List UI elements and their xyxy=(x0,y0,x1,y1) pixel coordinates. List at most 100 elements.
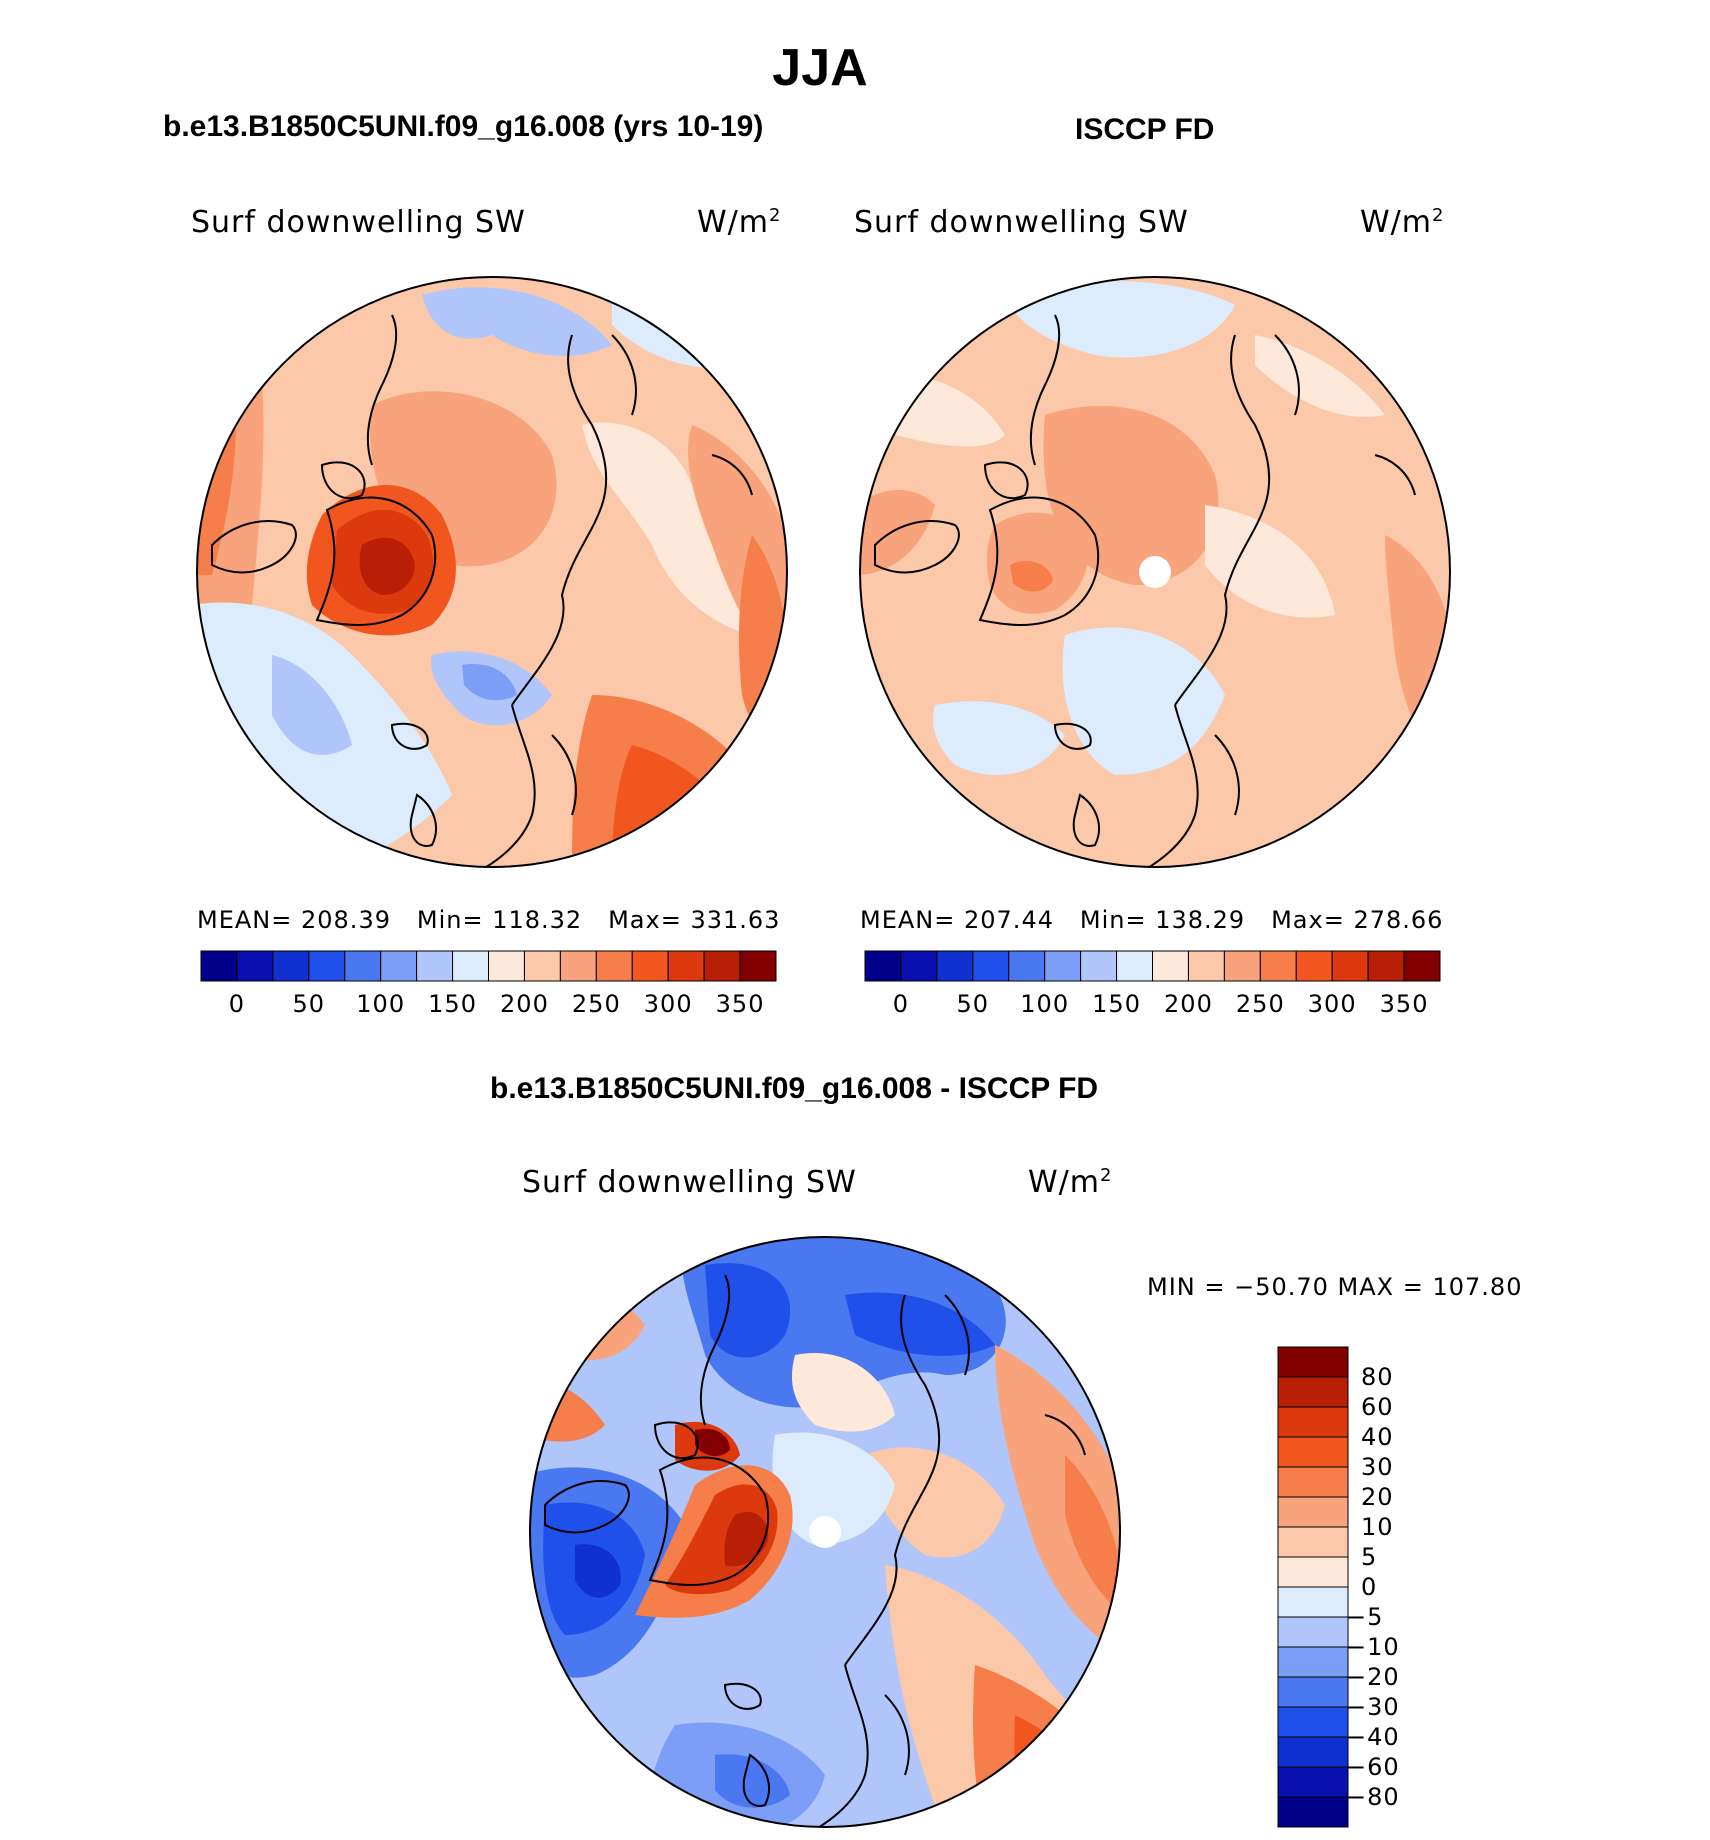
panel-1-colorbar-tick-label: 200 xyxy=(500,990,549,1018)
panel-1-colorbar-swatch xyxy=(595,950,633,982)
panel-1-colorbar-swatch xyxy=(523,950,561,982)
panel-3-colorbar-swatch xyxy=(1277,1346,1349,1378)
panel-1-colorbar-swatch xyxy=(452,950,489,982)
panel-2-stats: MEAN= 207.44 Min= 138.29 Max= 278.66 xyxy=(860,906,1444,934)
panel-1-colorbar-tick-label: 100 xyxy=(356,990,406,1018)
panel-3-colorbar-swatch xyxy=(1277,1496,1349,1528)
panel-3-colorbar-swatch xyxy=(1277,1676,1349,1708)
panel-2-colorbar-labels: 0 50 100 150 200 250 300 350 xyxy=(865,990,1440,1020)
panel-3-colorbar-swatch xyxy=(1277,1646,1349,1678)
panel-3-stats: MIN = −50.70 MAX = 107.80 xyxy=(1147,1273,1523,1301)
panel-1-colorbar-tick-label: 250 xyxy=(571,990,621,1018)
panel-2-map xyxy=(859,276,1451,868)
panel-2-title: ISCCP FD xyxy=(1075,113,1215,146)
panel-1-stats: MEAN= 208.39 Min= 118.32 Max= 331.63 xyxy=(197,906,781,934)
panel-2-colorbar-tick-label: 200 xyxy=(1164,990,1213,1018)
panel-2-colorbar-swatch xyxy=(1116,950,1153,982)
panel-2-units: W/m2 xyxy=(1360,205,1445,240)
panel-1-colorbar-tick-label: 150 xyxy=(428,990,477,1018)
panel-3-colorbar-tick-label: 10 xyxy=(1361,1513,1394,1541)
panel-1-variable: Surf downwelling SW xyxy=(191,205,526,240)
panel-1-colorbar-swatch xyxy=(667,950,705,982)
panel-3-colorbar-tick-label: −40 xyxy=(1346,1723,1400,1751)
panel-1-colorbar-swatch xyxy=(272,950,310,982)
panel-3-colorbar-swatch xyxy=(1277,1736,1349,1768)
panel-3-colorbar-tick-label: 5 xyxy=(1361,1543,1378,1571)
panel-2-colorbar-tick-label: 250 xyxy=(1235,990,1285,1018)
panel-1-colorbar-swatch xyxy=(344,950,382,982)
panel-2-colorbar-swatch xyxy=(1152,950,1189,982)
panel-1-colorbar-tick-label: 0 xyxy=(228,990,246,1018)
panel-3-colorbar-swatch xyxy=(1277,1556,1349,1588)
panel-1-colorbar-tick-label: 300 xyxy=(643,990,693,1018)
panel-2-colorbar-swatch xyxy=(1223,950,1261,982)
panel-3-colorbar-tick-label: −80 xyxy=(1346,1783,1400,1811)
panel-3-colorbar-swatch xyxy=(1277,1376,1349,1408)
panel-1-map xyxy=(196,276,788,868)
panel-2-colorbar-swatch xyxy=(1367,950,1405,982)
panel-3-colorbar-labels: 80 60 40 30 20 10 5 0 −5 −10 −20 −30 −40 −60 −80 xyxy=(1346,1347,1438,1827)
panel-3-colorbar-swatch xyxy=(1277,1436,1349,1468)
panel-2-colorbar-tick-label: 150 xyxy=(1092,990,1141,1018)
panel-3-colorbar-tick-label: 40 xyxy=(1361,1423,1394,1451)
panel-2-colorbar-swatch xyxy=(1295,950,1333,982)
panel-3-variable: Surf downwelling SW xyxy=(522,1165,857,1200)
main-title: JJA xyxy=(772,39,868,97)
panel-1-colorbar-swatch xyxy=(631,950,669,982)
panel-1-colorbar-swatch xyxy=(308,950,346,982)
panel-2-colorbar-tick-label: 100 xyxy=(1020,990,1070,1018)
panel-3-colorbar-swatch xyxy=(1277,1706,1349,1738)
panel-3-map xyxy=(529,1236,1121,1828)
panel-2-colorbar-swatch xyxy=(1259,950,1297,982)
panel-1-colorbar-swatch xyxy=(703,950,741,982)
panel-2-colorbar-tick-label: 350 xyxy=(1379,990,1429,1018)
panel-2-colorbar-tick-label: 300 xyxy=(1307,990,1357,1018)
panel-3-colorbar-tick-label: −60 xyxy=(1346,1753,1400,1781)
panel-3-colorbar-swatch xyxy=(1277,1466,1349,1498)
panel-2-colorbar-swatch xyxy=(936,950,974,982)
panel-2-colorbar-swatch xyxy=(1403,950,1441,982)
panel-3-title: b.e13.B1850C5UNI.f09_g16.008 - ISCCP FD xyxy=(490,1072,1099,1105)
panel-3-colorbar-swatch xyxy=(1277,1406,1349,1438)
panel-3-colorbar-tick-label: 0 xyxy=(1361,1573,1378,1601)
panel-1-colorbar-tick-label: 350 xyxy=(715,990,765,1018)
panel-3-colorbar-tick-label: 60 xyxy=(1361,1393,1394,1421)
panel-3-colorbar-tick-label: 20 xyxy=(1361,1483,1394,1511)
panel-3-colorbar xyxy=(1277,1346,1349,1828)
panel-2-colorbar-swatch xyxy=(1044,950,1082,982)
panel-2-colorbar-swatch xyxy=(1187,950,1225,982)
panel-2-colorbar-swatch xyxy=(1331,950,1369,982)
panel-1-colorbar xyxy=(200,950,777,982)
panel-1-title: b.e13.B1850C5UNI.f09_g16.008 (yrs 10-19) xyxy=(163,110,764,143)
panel-2-colorbar-swatch xyxy=(864,950,902,982)
panel-2-variable: Surf downwelling SW xyxy=(854,205,1189,240)
panel-1-units: W/m2 xyxy=(697,205,782,240)
panel-3-colorbar-tick-label: 80 xyxy=(1361,1363,1394,1391)
panel-1-colorbar-swatch xyxy=(488,950,525,982)
panel-1-colorbar-swatch xyxy=(200,950,238,982)
panel-1-colorbar-swatch xyxy=(236,950,274,982)
panel-2-colorbar-swatch xyxy=(900,950,938,982)
panel-1-colorbar-labels: 0 50 100 150 200 250 300 350 xyxy=(201,990,776,1020)
panel-2-colorbar-swatch xyxy=(972,950,1010,982)
panel-1-colorbar-swatch xyxy=(739,950,777,982)
panel-3-colorbar-swatch xyxy=(1277,1796,1349,1828)
panel-3-colorbar-swatch xyxy=(1277,1616,1349,1648)
panel-3-units: W/m2 xyxy=(1028,1165,1113,1200)
panel-1-colorbar-swatch xyxy=(380,950,418,982)
panel-2-colorbar-swatch xyxy=(1080,950,1118,982)
panel-3-colorbar-tick-label: −5 xyxy=(1346,1603,1384,1631)
panel-2-colorbar-swatch xyxy=(1008,950,1046,982)
panel-3-colorbar-swatch xyxy=(1277,1766,1349,1798)
panel-2-colorbar-tick-label: 50 xyxy=(956,990,990,1018)
panel-3-colorbar-tick-label: −20 xyxy=(1346,1663,1400,1691)
panel-3-colorbar-swatch xyxy=(1277,1526,1349,1558)
panel-3-colorbar-tick-label: 30 xyxy=(1361,1453,1394,1481)
panel-1-colorbar-swatch xyxy=(416,950,454,982)
panel-2-colorbar-tick-label: 0 xyxy=(892,990,910,1018)
panel-1-colorbar-tick-label: 50 xyxy=(292,990,326,1018)
panel-3-colorbar-tick-label: −10 xyxy=(1346,1633,1400,1661)
panel-1-colorbar-swatch xyxy=(559,950,597,982)
panel-3-colorbar-tick-label: −30 xyxy=(1346,1693,1400,1721)
panel-3-colorbar-swatch xyxy=(1277,1586,1349,1618)
